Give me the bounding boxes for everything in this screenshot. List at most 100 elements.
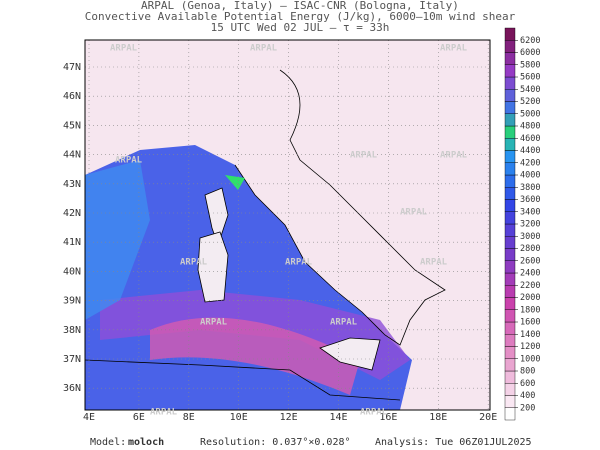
watermark: ARPAL	[115, 156, 143, 166]
colorbar-swatch	[504, 150, 516, 163]
colorbar-swatch	[504, 199, 516, 212]
colorbar-label: 3400	[520, 207, 540, 217]
colorbar-label: 3800	[520, 183, 540, 193]
watermark: ARPAL	[440, 151, 468, 161]
lat-label: 38N	[63, 325, 81, 336]
colorbar-swatch	[504, 27, 516, 41]
colorbar-swatch	[504, 309, 516, 323]
colorbar-label: 3000	[520, 232, 540, 242]
title-line: ARPAL (Genoa, Italy) — ISAC-CNR (Bologna…	[141, 0, 459, 12]
colorbar-swatch	[504, 236, 516, 249]
colorbar-label: 4800	[520, 122, 540, 132]
colorbar-label: 3200	[520, 220, 540, 230]
colorbar-label: 4600	[520, 134, 540, 144]
watermark: ARPAL	[420, 258, 448, 268]
lat-label: 47N	[63, 62, 81, 73]
lon-label: 16E	[379, 412, 397, 423]
sea-field	[150, 317, 360, 395]
footer-resolution: Resolution: 0.037°×0.028°	[200, 437, 351, 448]
graticule: 47N 46N 45N 44N 43N 42N 41N 40N 39N 38N 37N 36N 4E 6E…	[63, 40, 497, 423]
lat-label: 45N	[63, 120, 81, 131]
colorbar-label: 4200	[520, 158, 540, 168]
coastline	[84, 359, 401, 401]
colorbar-swatch	[504, 297, 516, 310]
lat-label: 43N	[63, 179, 81, 190]
colorbar-swatch	[504, 64, 516, 78]
colorbar-swatch	[504, 260, 516, 274]
colorbar-swatch	[504, 187, 516, 200]
lat-label: 36N	[63, 383, 81, 394]
lon-label: 8E	[183, 412, 195, 423]
colorbar-label: 800	[520, 367, 535, 377]
lon-label: 6E	[133, 412, 145, 423]
watermark: ARPAL	[360, 408, 388, 418]
colorbar-swatch	[504, 174, 516, 188]
lat-label: 37N	[63, 354, 81, 365]
colorbar-swatch	[504, 248, 516, 261]
colorbar-swatch	[504, 346, 516, 359]
footer-analysis: Analysis: Tue 06Z01JUL2025	[375, 437, 532, 448]
colorbar-label: 5600	[520, 73, 540, 83]
colorbar: 200 400 600 800 1000 1200 1400 1600 1800 2000 2200…	[504, 27, 540, 421]
title-line: 15 UTC Wed 02 JUL — τ = 33h	[211, 21, 390, 34]
colorbar-swatch	[504, 162, 516, 176]
colorbar-swatch	[504, 358, 516, 372]
colorbar-swatch	[504, 223, 516, 237]
watermark: ARPAL	[180, 258, 208, 268]
lat-label: 42N	[63, 208, 81, 219]
lon-label: 12E	[280, 412, 298, 423]
watermark: ARPAL	[110, 44, 138, 54]
sicily	[319, 337, 381, 371]
colorbar-label: 1800	[520, 305, 540, 315]
lat-label: 41N	[63, 237, 81, 248]
watermark: ARPAL	[440, 44, 468, 54]
colorbar-swatch	[504, 272, 516, 286]
colorbar-label: 1600	[520, 318, 540, 328]
colorbar-label: 5200	[520, 97, 540, 107]
colorbar-label: 2800	[520, 244, 540, 254]
map-field	[84, 40, 490, 410]
lon-label: 10E	[230, 412, 248, 423]
watermark: ARPAL	[330, 318, 358, 328]
lat-label: 46N	[63, 91, 81, 102]
lat-label: 40N	[63, 266, 81, 277]
colorbar-label: 5000	[520, 109, 540, 119]
colorbar-label: 3600	[520, 195, 540, 205]
watermark: ARPAL	[250, 44, 278, 54]
colorbar-swatch	[504, 125, 516, 139]
lat-label: 39N	[63, 296, 81, 307]
colorbar-label: 1000	[520, 354, 540, 364]
colorbar-swatch	[504, 285, 516, 298]
footer-model-label: Model:	[90, 437, 126, 448]
watermark: ARPAL	[350, 151, 378, 161]
colorbar-swatch	[504, 138, 516, 151]
colorbar-label: 2600	[520, 256, 540, 266]
lon-label: 20E	[479, 412, 497, 423]
watermark: ARPAL	[200, 318, 228, 328]
map-frame	[84, 39, 491, 411]
colorbar-label: 2400	[520, 269, 540, 279]
sea-field	[85, 160, 150, 320]
colorbar-swatch	[504, 321, 516, 335]
lon-label: 4E	[83, 412, 95, 423]
colorbar-swatch	[504, 211, 516, 225]
colorbar-label: 4400	[520, 146, 540, 156]
corsica	[204, 187, 229, 247]
colorbar-label: 6000	[520, 48, 540, 58]
colorbar-label: 4000	[520, 171, 540, 181]
colorbar-swatch	[504, 52, 516, 65]
colorbar-label: 6200	[520, 36, 540, 46]
lon-label: 18E	[429, 412, 447, 423]
sardinia	[197, 231, 229, 303]
colorbar-label: 400	[520, 391, 535, 401]
watermarks: ARPAL ARPAL ARPAL ARPAL ARPAL ARPAL ARPAL ARPAL…	[110, 44, 468, 418]
colorbar-label: 5400	[520, 85, 540, 95]
lat-label: 44N	[63, 150, 81, 161]
colorbar-swatch	[504, 76, 516, 90]
colorbar-swatch	[504, 40, 516, 53]
sea-field	[225, 175, 245, 190]
colorbar-swatch	[504, 383, 516, 396]
coastline	[234, 69, 446, 346]
colorbar-swatch	[504, 113, 516, 127]
